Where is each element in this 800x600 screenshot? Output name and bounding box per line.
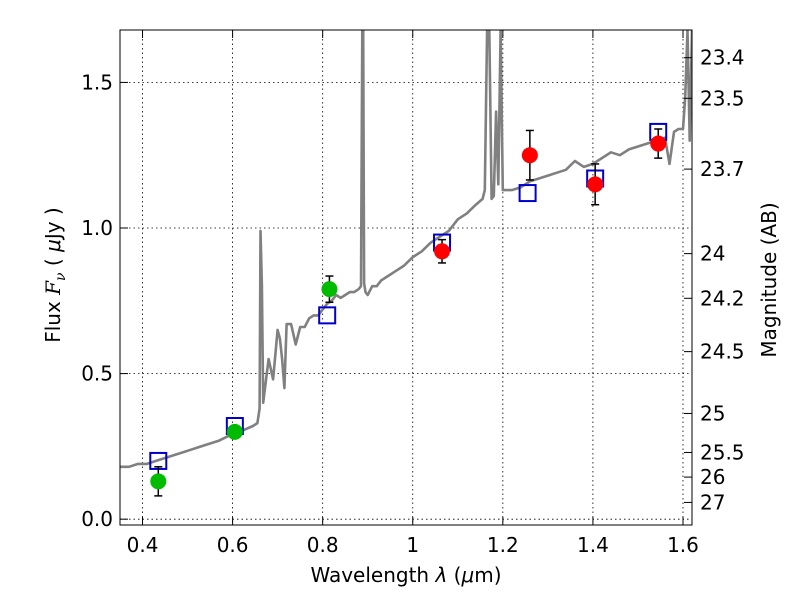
y-axis-label: Flux Fν ( μJy ): [41, 207, 69, 343]
observed-point: [521, 147, 538, 164]
x-tick-label: 0.8: [307, 533, 339, 557]
mag-tick-label: 23.5: [700, 86, 745, 110]
y-tick-label: 0.0: [81, 507, 113, 531]
observed-point: [226, 423, 243, 440]
mag-tick-label: 25: [700, 401, 725, 425]
y-tick-label: 1.5: [81, 70, 113, 94]
mag-tick-label: 24.5: [700, 340, 745, 364]
mag-tick-label: 25.5: [700, 440, 745, 464]
model-spectrum-line: [120, 30, 692, 469]
mag-tick-label: 23.7: [700, 157, 745, 181]
mag-tick-label: 24.2: [700, 286, 745, 310]
observed-point: [650, 135, 667, 152]
mag-tick-label: 24: [700, 242, 725, 266]
mag-tick-label: 26: [700, 465, 725, 489]
y-tick-label: 1.0: [81, 216, 113, 240]
observed-point: [150, 473, 167, 490]
mag-tick-label: 23.4: [700, 46, 745, 70]
x-tick-label: 1: [406, 533, 419, 557]
model-photometry-square: [518, 184, 537, 203]
x-tick-label: 0.4: [127, 533, 159, 557]
y-tick-label: 0.5: [81, 362, 113, 386]
x-tick-label: 1.4: [577, 533, 609, 557]
observed-point: [321, 281, 338, 298]
plot-area: [120, 30, 692, 497]
x-tick-label: 1.6: [667, 533, 699, 557]
x-tick-label: 1.2: [487, 533, 519, 557]
x-axis-label: Wavelength λ (μm): [310, 563, 501, 587]
y2-axis-label: Magnitude (AB): [757, 202, 781, 357]
observed-point: [587, 176, 604, 193]
mag-tick-label: 27: [700, 490, 725, 514]
model-photometry-square: [318, 306, 337, 325]
plot-frame: [119, 29, 693, 526]
x-tick-label: 0.6: [217, 533, 249, 557]
observed-point: [434, 243, 451, 260]
